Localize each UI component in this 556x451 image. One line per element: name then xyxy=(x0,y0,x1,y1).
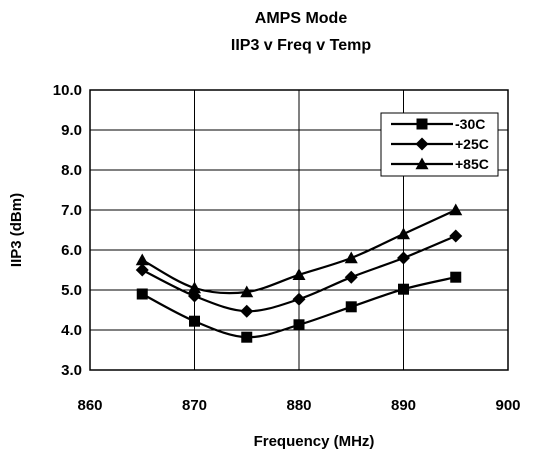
y-tick-label: 8.0 xyxy=(61,162,82,179)
y-tick-label: 6.0 xyxy=(61,242,82,259)
y-axis-ticks: 3.0 4.0 5.0 6.0 7.0 8.0 9.0 10.0 xyxy=(53,82,82,379)
chart-subtitle: IIP3 v Freq v Temp xyxy=(231,37,371,54)
legend-label: +85C xyxy=(455,156,489,172)
x-tick-label: 900 xyxy=(495,397,520,414)
data-point xyxy=(188,281,201,294)
legend: -30C +25C +85C xyxy=(380,112,499,177)
data-point xyxy=(189,315,200,327)
y-tick-label: 3.0 xyxy=(61,362,82,379)
x-tick-label: 870 xyxy=(182,397,207,414)
data-point xyxy=(135,253,149,266)
legend-item: +25C xyxy=(391,136,489,152)
series-square xyxy=(136,271,462,343)
y-axis-label: IIP3 (dBm) xyxy=(8,193,25,267)
data-point xyxy=(344,270,358,284)
legend-label: +25C xyxy=(455,136,489,152)
y-tick-label: 9.0 xyxy=(61,122,82,139)
series-layer xyxy=(135,203,463,343)
data-point xyxy=(449,229,463,243)
data-point xyxy=(292,268,306,280)
y-tick-label: 5.0 xyxy=(61,282,82,299)
legend-marker xyxy=(416,118,428,130)
data-point xyxy=(449,203,463,216)
chart-title: AMPS Mode xyxy=(255,10,348,27)
data-point xyxy=(240,304,254,318)
legend-marker xyxy=(415,137,429,151)
data-point xyxy=(345,301,357,313)
y-tick-label: 4.0 xyxy=(61,322,82,339)
legend-item: -30C xyxy=(391,116,485,132)
plot-area xyxy=(89,89,509,371)
data-point xyxy=(397,251,410,265)
data-point xyxy=(240,285,254,298)
legend-marker xyxy=(415,157,429,170)
data-point xyxy=(135,263,149,277)
data-point xyxy=(397,227,410,240)
series-triangle xyxy=(135,203,463,298)
x-tick-label: 860 xyxy=(77,397,102,414)
data-point xyxy=(398,283,409,295)
x-axis-label: Frequency (MHz) xyxy=(254,433,375,450)
data-point xyxy=(344,251,358,264)
y-tick-label: 10.0 xyxy=(53,82,82,99)
data-point xyxy=(292,292,306,306)
x-axis-ticks: 860 870 880 890 900 xyxy=(77,397,520,414)
series-diamond xyxy=(135,229,463,318)
data-point xyxy=(241,331,253,343)
legend-item: +85C xyxy=(391,156,489,172)
x-tick-label: 880 xyxy=(286,397,311,414)
data-point xyxy=(293,319,305,331)
legend-label: -30C xyxy=(455,116,485,132)
data-point xyxy=(136,288,148,300)
y-tick-label: 7.0 xyxy=(61,202,82,219)
x-tick-label: 890 xyxy=(391,397,416,414)
data-point xyxy=(450,271,462,283)
